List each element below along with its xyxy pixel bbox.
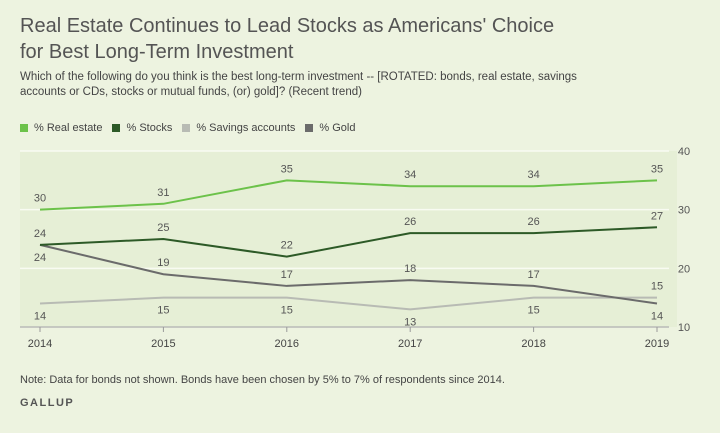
- x-tick-label: 2017: [398, 338, 422, 350]
- data-label: 30: [34, 193, 46, 205]
- legend: % Real estate % Stocks % Savings account…: [20, 122, 355, 134]
- x-tick-label: 2014: [28, 338, 52, 350]
- legend-swatch-real-estate: [20, 124, 28, 132]
- legend-swatch-savings: [182, 124, 191, 132]
- legend-item-savings: % Savings accounts: [182, 122, 295, 134]
- legend-label-real-estate: % Real estate: [34, 122, 103, 134]
- data-label: 14: [34, 311, 46, 323]
- series-line-3: [39, 243, 658, 305]
- legend-swatch-stocks: [112, 124, 121, 132]
- chart-note: Note: Data for bonds not shown. Bonds ha…: [20, 374, 505, 386]
- x-tick-label: 2018: [521, 338, 545, 350]
- gallup-logo: GALLUP: [20, 397, 75, 409]
- legend-label-gold: % Gold: [319, 122, 356, 134]
- data-label: 34: [404, 169, 416, 181]
- data-label: 15: [527, 305, 539, 317]
- y-tick-label: 20: [678, 263, 690, 275]
- legend-item-stocks: % Stocks: [112, 122, 172, 134]
- data-label: 35: [281, 163, 293, 175]
- data-label: 15: [651, 281, 663, 293]
- chart-title: Real Estate Continues to Lead Stocks as …: [20, 15, 555, 63]
- line-chart: 10 20 30 40 2014 2015 2016 2017 2018 2019 30 31 35 34…: [20, 146, 690, 350]
- data-label: 19: [157, 257, 169, 269]
- data-label: 31: [157, 187, 169, 199]
- data-label: 15: [281, 305, 293, 317]
- data-label: 24: [34, 252, 46, 264]
- data-label: 26: [527, 216, 539, 228]
- data-label: 27: [651, 210, 663, 222]
- y-tick-label: 40: [678, 146, 690, 158]
- legend-label-savings: % Savings accounts: [196, 122, 296, 134]
- data-label: 35: [651, 163, 663, 175]
- legend-item-real-estate: % Real estate: [20, 122, 102, 134]
- data-label: 17: [527, 269, 539, 281]
- data-label: 13: [404, 316, 416, 328]
- data-label: 22: [281, 240, 293, 252]
- y-tick-label: 10: [678, 322, 690, 334]
- x-tick-label: 2019: [645, 338, 669, 350]
- data-label: 17: [281, 269, 293, 281]
- data-label: 34: [527, 169, 539, 181]
- data-label: 18: [404, 263, 416, 275]
- data-label: 25: [157, 222, 169, 234]
- y-tick-label: 30: [678, 205, 690, 217]
- series-line-0: [39, 179, 658, 211]
- data-label: 14: [651, 311, 663, 323]
- data-label: 15: [157, 305, 169, 317]
- legend-swatch-gold: [305, 124, 314, 132]
- x-tick-label: 2016: [275, 338, 299, 350]
- data-label: 24: [34, 228, 46, 240]
- series-line-1: [39, 226, 658, 258]
- legend-item-gold: % Gold: [305, 122, 355, 134]
- chart-subtitle: Which of the following do you think is t…: [20, 71, 577, 98]
- series-line-2: [39, 296, 657, 311]
- legend-label-stocks: % Stocks: [126, 122, 173, 134]
- x-tick-label: 2015: [151, 338, 175, 350]
- data-label: 26: [404, 216, 416, 228]
